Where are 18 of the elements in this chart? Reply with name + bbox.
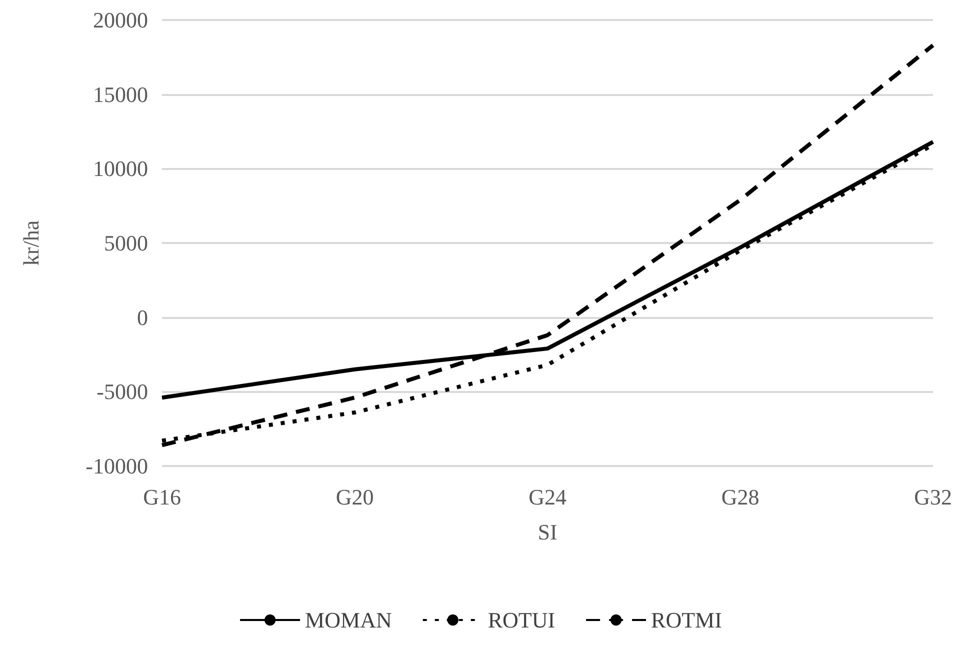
y-tick-label: 15000 xyxy=(93,82,148,107)
x-tick-label: G32 xyxy=(914,484,952,510)
line-series xyxy=(160,43,935,448)
y-tick-label: 5000 xyxy=(104,230,148,256)
y-tick-label: 10000 xyxy=(93,156,148,182)
y-tick-label: 20000 xyxy=(93,8,148,32)
x-tick-label: G28 xyxy=(721,484,760,510)
legend-label: ROTUI xyxy=(488,608,556,632)
x-tick-label: G20 xyxy=(336,484,374,510)
x-tick-label: G16 xyxy=(143,484,181,510)
legend-label: ROTMI xyxy=(651,608,722,632)
y-axis-title: kr/ha xyxy=(18,220,44,266)
y-tick-label: -5000 xyxy=(96,379,148,404)
y-tick-label: -10000 xyxy=(86,454,148,478)
x-tick-label: G24 xyxy=(528,484,566,510)
legend-label: MOMAN xyxy=(305,608,392,632)
x-axis-title: SI xyxy=(538,520,558,544)
y-tick-label: 0 xyxy=(137,304,148,330)
